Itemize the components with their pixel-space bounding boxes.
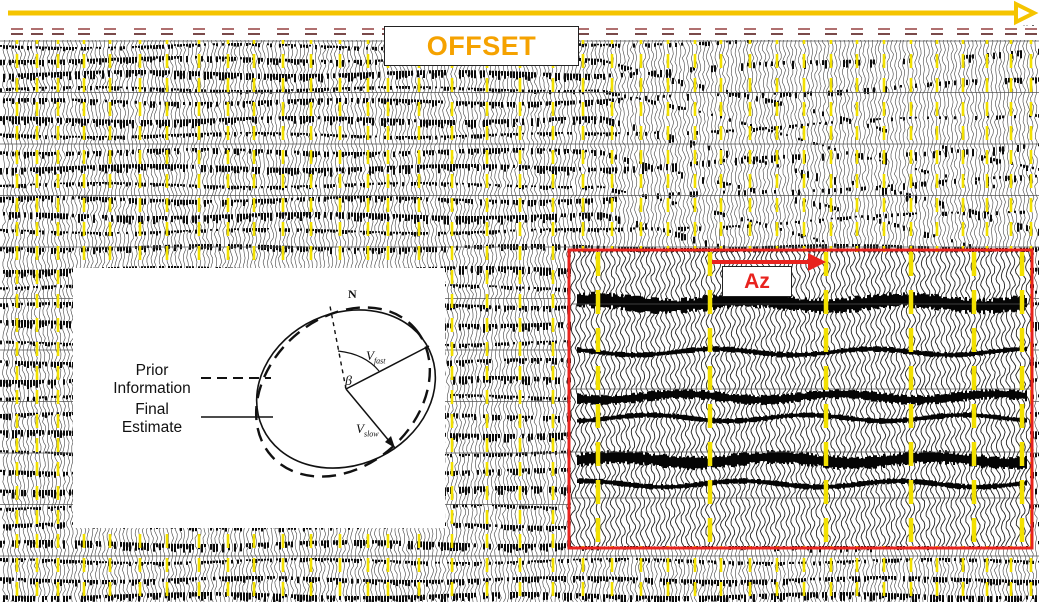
prior-label-line1: Prior xyxy=(135,362,169,379)
v-fast-subscript: fast xyxy=(373,356,386,366)
v-fast-main: V xyxy=(366,348,374,363)
final-label-line2: Estimate xyxy=(121,419,183,436)
north-label: N xyxy=(348,287,357,301)
prior-information-label: Prior Information xyxy=(103,362,201,398)
v-slow-label: Vslow xyxy=(356,421,379,439)
beta-angle-arc xyxy=(337,350,380,372)
final-estimate-label: Final Estimate xyxy=(103,401,201,437)
v-slow-axis xyxy=(345,388,396,449)
final-label-line1: Final xyxy=(135,401,169,418)
v-fast-axis xyxy=(345,345,430,390)
v-slow-arrowhead xyxy=(385,436,395,448)
prior-label-line2: Information xyxy=(113,380,191,397)
prior-information-ellipse xyxy=(254,306,432,478)
v-fast-label: Vfast xyxy=(366,348,386,366)
north-reference-line xyxy=(329,305,347,390)
azimuth-label: Az xyxy=(722,266,792,297)
beta-label: β xyxy=(345,374,352,389)
velocity-ellipse-diagram xyxy=(201,305,437,478)
final-estimate-ellipse xyxy=(255,309,437,469)
v-slow-subscript: slow xyxy=(363,429,379,439)
offset-label: OFFSET xyxy=(384,26,579,66)
v-slow-main: V xyxy=(356,421,364,436)
anisotropy-legend-panel: N β Vfast Vslow Prior Information Final … xyxy=(73,268,445,528)
offset-arrowhead xyxy=(1014,0,1039,26)
azimuth-zoom-panel xyxy=(569,251,1032,547)
zoom-frame xyxy=(567,248,1034,550)
az-arrowhead xyxy=(808,253,826,271)
